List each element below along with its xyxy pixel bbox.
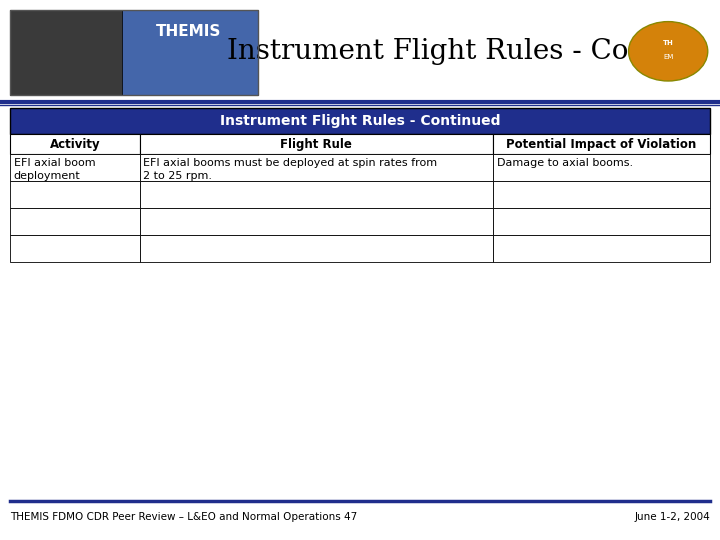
Text: Instrument Flight Rules - Continued: Instrument Flight Rules - Continued [220, 114, 500, 128]
Bar [10, 208, 140, 235]
Text: EM: EM [663, 53, 673, 60]
Bar [493, 235, 710, 262]
Bar [140, 181, 493, 208]
Text: EFI axial booms must be deployed at spin rates from
2 to 25 rpm.: EFI axial booms must be deployed at spin… [143, 158, 437, 181]
Bar [493, 181, 710, 208]
Text: EFI axial boom
deployment: EFI axial boom deployment [14, 158, 95, 181]
Bar [10, 10, 258, 95]
Bar [493, 154, 710, 181]
Bar [140, 235, 493, 262]
Text: Activity: Activity [50, 138, 100, 151]
Bar [10, 10, 122, 95]
Bar [10, 134, 140, 154]
Text: THEMIS FDMO CDR Peer Review – L&EO and Normal Operations 47: THEMIS FDMO CDR Peer Review – L&EO and N… [10, 512, 357, 522]
Bar [493, 208, 710, 235]
Bar [10, 108, 710, 134]
Text: Flight Rule: Flight Rule [280, 138, 352, 151]
Circle shape [629, 22, 708, 81]
Text: Potential Impact of Violation: Potential Impact of Violation [506, 138, 696, 151]
Bar [122, 10, 258, 95]
Bar [140, 208, 493, 235]
Text: THEMIS: THEMIS [156, 24, 222, 38]
Bar [10, 154, 140, 181]
Bar [493, 134, 710, 154]
Text: TH: TH [663, 40, 673, 46]
Bar [10, 235, 140, 262]
Text: Damage to axial booms.: Damage to axial booms. [497, 158, 633, 168]
Bar [10, 181, 140, 208]
Bar [140, 134, 493, 154]
Bar [140, 154, 493, 181]
Text: June 1-2, 2004: June 1-2, 2004 [634, 512, 710, 522]
Text: Instrument Flight Rules - Cont.: Instrument Flight Rules - Cont. [227, 38, 666, 65]
